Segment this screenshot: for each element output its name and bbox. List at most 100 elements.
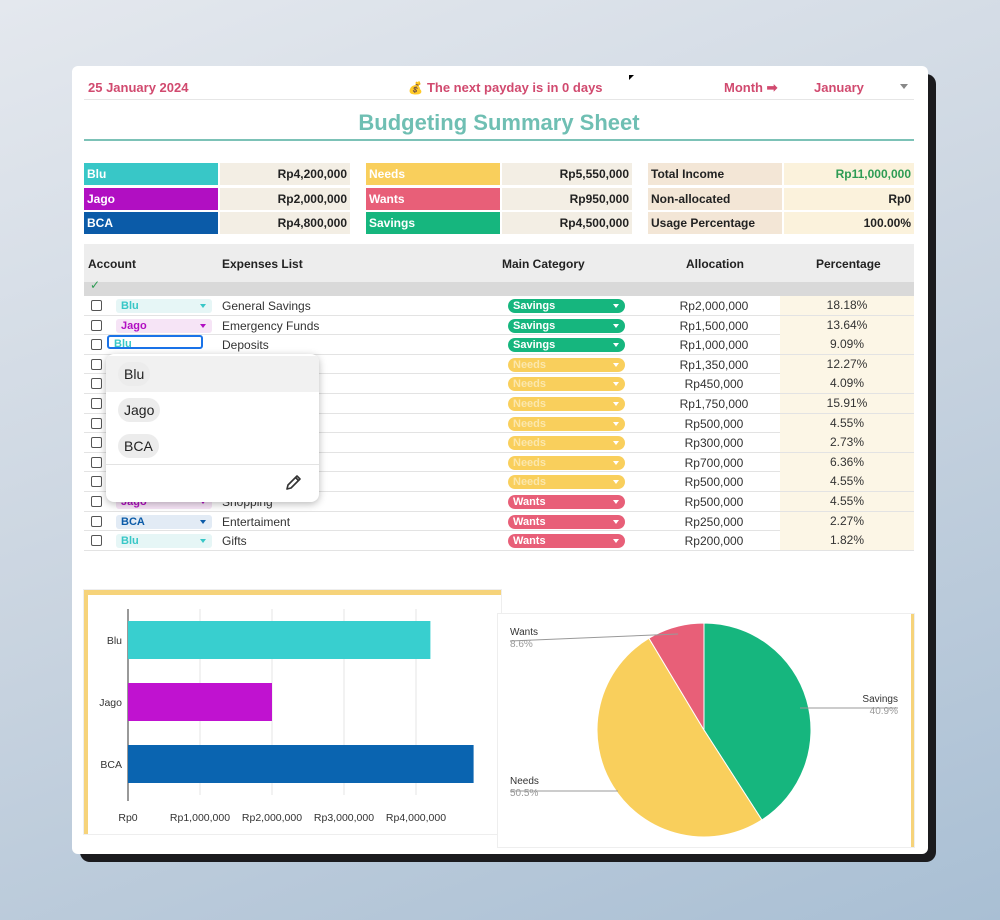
allocation-value[interactable]: Rp200,000	[684, 534, 744, 549]
dropdown-option-blu[interactable]: Blu	[106, 356, 319, 392]
summary-value: Rp0	[784, 187, 914, 210]
payday-notice: 💰 The next payday is in 0 days	[408, 80, 603, 95]
summary-label: BCA	[84, 212, 218, 234]
allocation-value[interactable]: Rp2,000,000	[679, 299, 749, 313]
row-checkbox[interactable]	[91, 319, 102, 331]
category-select[interactable]: Needs	[508, 357, 625, 372]
expense-name[interactable]: General Savings	[222, 299, 311, 313]
allocation-value[interactable]: Rp500,000	[684, 416, 744, 431]
row-checkbox[interactable]	[91, 515, 102, 527]
row-checkbox[interactable]	[91, 535, 102, 547]
check-icon: ✓	[90, 278, 101, 292]
top-bar: 25 January 2024 💰 The next payday is in 0…	[84, 74, 914, 100]
category-select[interactable]: Wants	[508, 514, 625, 529]
row-checkbox[interactable]	[91, 437, 102, 449]
slice-label: Needs	[510, 776, 539, 787]
option-chip: Blu	[118, 362, 151, 386]
allocation-value[interactable]: Rp700,000	[684, 455, 744, 470]
table-row: Needs Rp1,350,000 12.27%	[84, 354, 914, 375]
account-summary-blu: Blu Rp4,200,000	[84, 163, 350, 185]
col-allocation: Allocation	[686, 257, 745, 271]
account-select[interactable]: Blu	[116, 534, 212, 549]
summary-value: Rp4,500,000	[502, 212, 632, 234]
summary-value: Rp11,000,000	[784, 163, 914, 185]
allocation-value[interactable]: Rp300,000	[684, 436, 744, 451]
col-category: Main Category	[502, 257, 585, 271]
allocation-value[interactable]: Rp1,750,000	[679, 397, 749, 411]
category-select[interactable]: Wants	[508, 495, 625, 509]
slice-percent: 50.5%	[510, 788, 538, 799]
expense-name[interactable]: Deposits	[222, 338, 269, 353]
row-checkbox[interactable]	[91, 476, 102, 488]
allocation-value[interactable]: Rp250,000	[684, 514, 744, 529]
summary-value: Rp4,800,000	[220, 212, 350, 234]
bar-blu	[128, 621, 431, 659]
expense-name[interactable]: Gifts	[222, 534, 247, 549]
y-tick-label: Jago	[99, 697, 122, 709]
allocation-value[interactable]: Rp500,000	[684, 475, 744, 490]
row-checkbox[interactable]	[91, 398, 102, 409]
row-checkbox[interactable]	[91, 358, 102, 370]
cell-note-marker	[629, 75, 634, 80]
percentage-value: 2.73%	[780, 433, 914, 453]
page-title: Budgeting Summary Sheet	[358, 110, 640, 135]
category-select[interactable]: Needs	[508, 377, 625, 392]
expense-name[interactable]: Entertaiment	[222, 514, 291, 529]
row-checkbox[interactable]	[91, 378, 102, 390]
account-select[interactable]: Blu	[107, 335, 203, 350]
summary-label: Savings	[366, 212, 500, 234]
allocation-value[interactable]: Rp500,000	[684, 495, 744, 509]
month-select[interactable]: January	[814, 80, 864, 95]
row-checkbox[interactable]	[91, 456, 102, 468]
category-select[interactable]: Savings	[508, 338, 625, 353]
account-select[interactable]: BCA	[116, 514, 212, 529]
table-row: Needs Rp300,000 2.73%	[84, 433, 914, 453]
percentage-value: 4.55%	[780, 492, 914, 511]
account-select[interactable]: Blu	[116, 299, 212, 313]
summary-label: Total Income	[648, 163, 782, 185]
summary-value: Rp2,000,000	[220, 187, 350, 210]
allocation-value[interactable]: Rp450,000	[684, 377, 744, 392]
expense-name[interactable]: Emergency Funds	[222, 318, 320, 333]
chevron-down-icon[interactable]	[900, 84, 908, 89]
allocation-value[interactable]: Rp1,500,000	[679, 318, 749, 333]
pie-slice-wants	[648, 622, 705, 732]
total-summary-2: Usage Percentage 100.00%	[648, 212, 914, 234]
category-select[interactable]: Needs	[508, 397, 625, 411]
y-tick-label: BCA	[100, 759, 122, 771]
table-row: Jago Emergency Funds Savings Rp1,500,000 13.…	[84, 315, 914, 336]
filter-row: ✓	[84, 278, 914, 296]
pencil-icon[interactable]	[284, 472, 304, 492]
account-select[interactable]: Jago	[116, 318, 212, 333]
row-checkbox[interactable]	[91, 339, 102, 351]
category-select[interactable]: Needs	[508, 436, 625, 451]
allocation-value[interactable]: Rp1,000,000	[679, 338, 749, 353]
category-select[interactable]: Savings	[508, 318, 625, 333]
table-row: Needs Rp500,000 4.55%	[84, 472, 914, 492]
slice-percent: 8.6%	[510, 639, 533, 650]
dropdown-option-bca[interactable]: BCA	[106, 428, 319, 464]
summary-label: Usage Percentage	[648, 212, 782, 234]
table-row: Needs Rp500,000 4.55%	[84, 413, 914, 434]
dropdown-option-jago[interactable]: Jago	[106, 392, 319, 428]
summary-label: Non-allocated	[648, 187, 782, 210]
moneybag-icon: 💰	[408, 81, 423, 95]
percentage-value: 2.27%	[780, 511, 914, 531]
category-select[interactable]: Needs	[508, 455, 625, 470]
allocation-value[interactable]: Rp1,350,000	[679, 357, 749, 372]
percentage-value: 6.36%	[780, 452, 914, 472]
row-checkbox[interactable]	[91, 417, 102, 429]
row-checkbox[interactable]	[91, 300, 102, 311]
category-select[interactable]: Needs	[508, 475, 625, 490]
account-dropdown-menu: Blu Jago BCA	[106, 354, 319, 502]
category-summary-savings: Savings Rp4,500,000	[366, 212, 632, 234]
row-checkbox[interactable]	[91, 496, 102, 507]
category-select[interactable]: Savings	[508, 299, 625, 313]
summary-value: Rp4,200,000	[220, 163, 350, 185]
table-row: BCA Entertaiment Wants Rp250,000 2.27%	[84, 511, 914, 532]
percentage-value: 4.55%	[780, 413, 914, 433]
table-row: Needs Rp700,000 6.36%	[84, 452, 914, 473]
category-select[interactable]: Wants	[508, 534, 625, 549]
percentage-value: 9.09%	[780, 335, 914, 355]
category-select[interactable]: Needs	[508, 416, 625, 431]
